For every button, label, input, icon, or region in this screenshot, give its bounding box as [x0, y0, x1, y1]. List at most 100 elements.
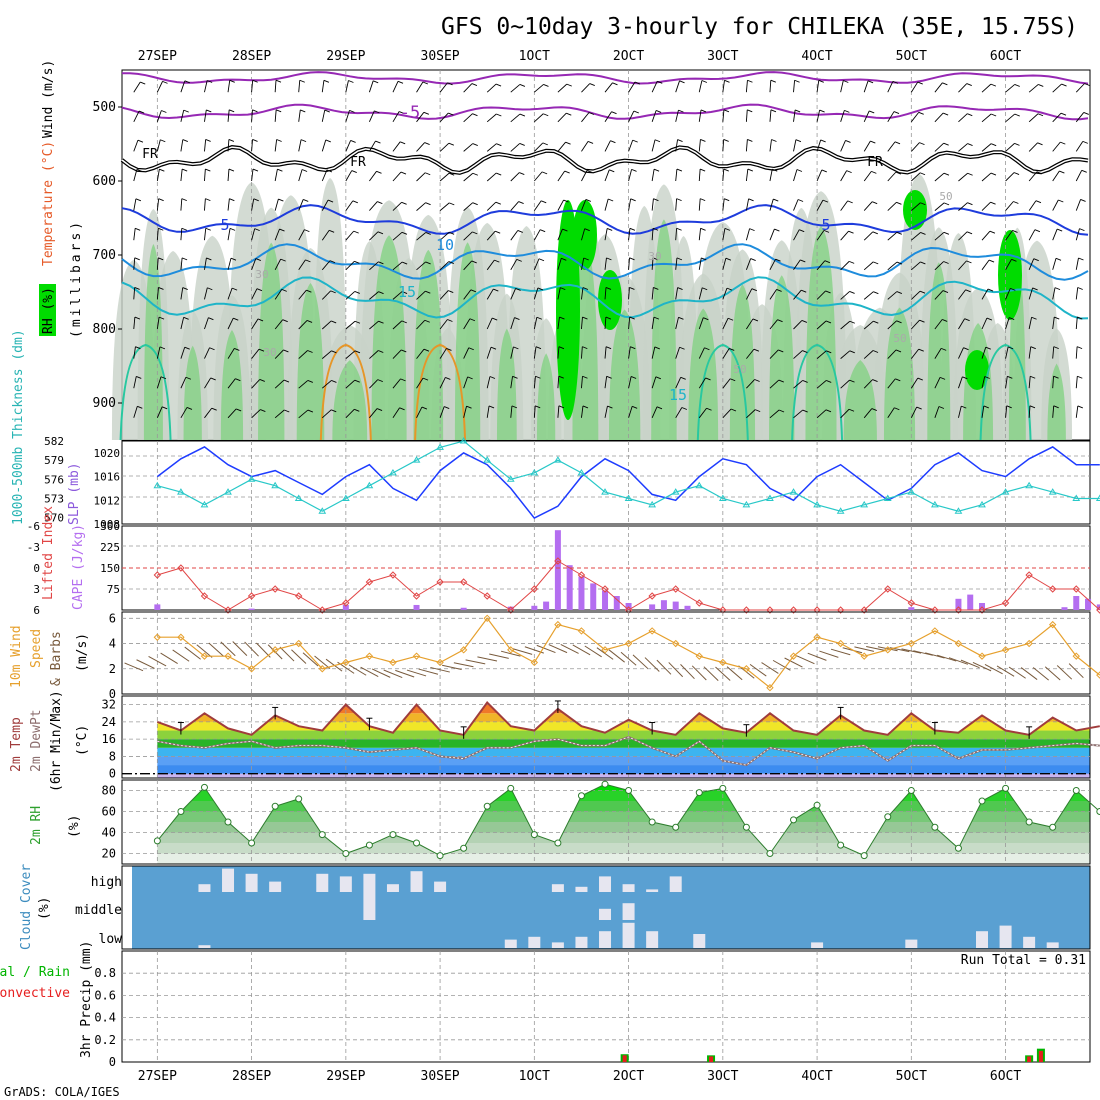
wind-barb-flag — [849, 350, 855, 354]
wind-barb — [533, 317, 538, 330]
wind-barb-flag — [209, 347, 215, 351]
wind-barb — [1052, 258, 1057, 270]
wind-barb — [548, 644, 568, 654]
wind-barb — [840, 291, 850, 300]
wind-speed-marker — [365, 652, 374, 660]
wind-barb — [675, 347, 680, 359]
wind-barb — [675, 407, 683, 419]
wind-barb-flag — [584, 228, 590, 232]
rh-shade — [729, 284, 756, 440]
wind-barb-flag — [448, 142, 455, 146]
wind-barb — [416, 406, 423, 419]
wind-barb — [392, 231, 403, 241]
high-rh-core — [573, 200, 597, 270]
wind-barb — [369, 201, 378, 211]
wind-barb — [910, 112, 920, 123]
wind-barb — [840, 170, 848, 182]
wind-barb-flag — [607, 405, 613, 409]
wind-barb — [958, 143, 968, 152]
wind-speed-marker — [766, 683, 774, 692]
wind-barb-flag — [755, 409, 761, 413]
wind-barb — [698, 377, 706, 389]
wind-barb-flag — [422, 377, 429, 381]
thickness-marker — [412, 456, 421, 463]
wind-barb — [651, 139, 656, 152]
bottom-date-label: 30SEP — [421, 1069, 460, 1084]
wind-barb — [298, 259, 306, 271]
thickness-marker — [200, 500, 209, 508]
wind-barb-flag — [1080, 198, 1086, 202]
wind-barb — [793, 139, 797, 152]
bottom-date-label: 6OCT — [990, 1069, 1021, 1084]
wind-barb — [486, 172, 497, 182]
wind-barb — [251, 409, 261, 419]
wind-barb-flag — [541, 200, 547, 204]
cloud-labels: Cloud Cover (%) high middle low — [19, 864, 122, 950]
wind-barb-flag — [472, 231, 478, 235]
wind-barb-flag — [607, 227, 613, 231]
cloud-bar — [622, 922, 635, 948]
wind-barb-flag — [652, 257, 659, 261]
rh-shade — [688, 308, 719, 440]
footer-credit: GrADS: COLA/IGES — [4, 1085, 120, 1099]
wind-barb-flag — [399, 111, 405, 114]
temp-band — [157, 704, 1090, 714]
temp2m-label-3: (6hr Min/Max) — [49, 690, 64, 792]
wind-barb-flag — [872, 231, 878, 235]
wind-barb-flag — [895, 349, 902, 353]
wind-barb — [463, 376, 469, 389]
thickness-marker — [860, 500, 869, 508]
wind-barb — [1005, 172, 1015, 182]
thickness-marker — [931, 500, 939, 508]
wind-speed-line — [157, 617, 1100, 689]
wind-barb-flag — [397, 80, 404, 84]
wind-barb — [745, 109, 748, 122]
li-marker — [1001, 599, 1010, 607]
wind-barb — [651, 81, 658, 93]
wind-barb-flag — [231, 287, 238, 291]
wind-barb — [345, 291, 356, 300]
wind-barb-flag — [211, 407, 217, 411]
wind-barb-flag — [281, 288, 287, 292]
top-date-label: 27SEP — [138, 49, 177, 64]
contour-label: FR — [867, 155, 883, 170]
wind-barb — [274, 258, 282, 271]
surface-isotherm — [414, 343, 467, 441]
wind-barb-flag — [378, 261, 384, 265]
wind-barb-flag — [918, 111, 924, 115]
wind-barb-flag — [351, 170, 357, 173]
wind-barb — [1005, 317, 1010, 330]
wind-barb-flag — [747, 139, 753, 142]
wind-barb-flag — [444, 406, 450, 409]
wind-barb-flag — [542, 142, 548, 146]
rh-band — [157, 822, 1090, 833]
wind-barb-flag — [276, 139, 282, 142]
wind-barb — [863, 231, 874, 241]
cape-bar — [1085, 598, 1092, 610]
wind-barb — [392, 378, 401, 389]
cape-bar — [908, 607, 915, 610]
wind-barb — [628, 376, 632, 389]
temp-tick: 16 — [102, 732, 116, 746]
wind-barb — [887, 201, 897, 211]
wind-barb-flag — [518, 201, 524, 204]
wind-barb — [722, 109, 725, 122]
wind-barb-flag — [963, 347, 969, 351]
wind-barb-flag — [919, 142, 925, 146]
cloud-bar — [386, 884, 399, 892]
wind-barb-flag — [823, 229, 830, 233]
wind-barb-flag — [778, 409, 785, 413]
wind-barb — [816, 199, 824, 211]
wind-barb — [1052, 112, 1062, 123]
wind-barb — [133, 346, 136, 359]
wind-barb-flag — [229, 227, 236, 231]
temp-tick: 32 — [102, 698, 116, 712]
wind-barb-flag — [730, 378, 736, 382]
wind-barb — [604, 376, 608, 389]
cloud-unit: (%) — [37, 897, 52, 920]
wind-barb-flag — [1038, 84, 1044, 87]
wind-barb — [1028, 346, 1032, 359]
wind-barb — [745, 198, 750, 211]
wind-barb — [840, 230, 849, 241]
wind-barb-flag — [181, 257, 188, 261]
